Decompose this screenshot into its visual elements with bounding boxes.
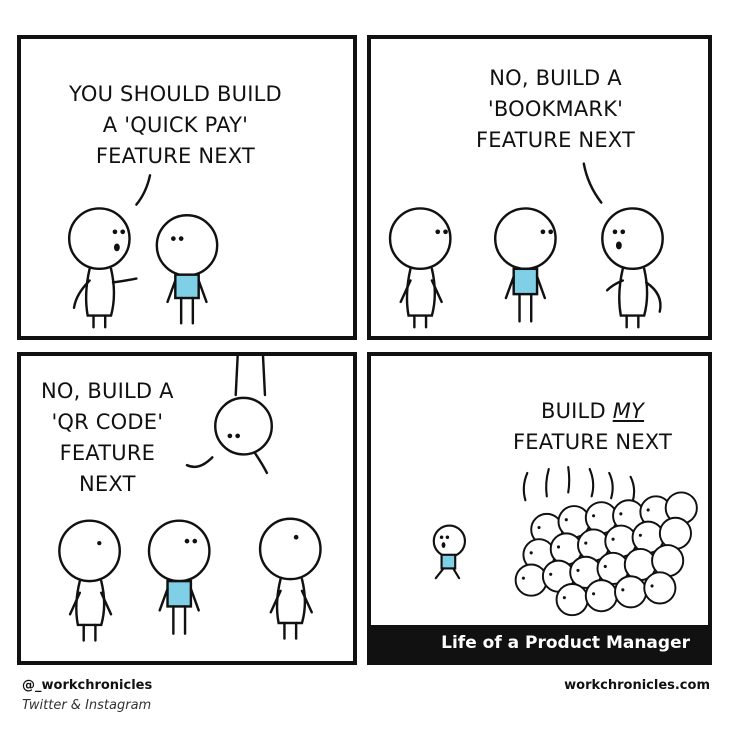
stick-figure-icon [155, 214, 219, 277]
comic-panel-2: NO, BUILD A 'BOOKMARK' FEATURE NEXT [367, 35, 712, 340]
speech-line: NO, BUILD A [489, 66, 622, 90]
stick-figure-icon [432, 524, 467, 558]
speech-word: BUILD [540, 399, 613, 423]
stick-figure-icon [493, 207, 557, 271]
speech-line: FEATURE NEXT [95, 144, 255, 168]
stick-figure-icon [147, 519, 211, 583]
speech-line: YOU SHOULD BUILD [69, 82, 282, 106]
stick-figure-icon [214, 396, 273, 456]
speech-line: NO, BUILD A [41, 379, 174, 403]
speech-line: BUILD MY [513, 396, 672, 427]
footer-credits: @_workchronicles Twitter & Instagram [22, 678, 152, 713]
speech-line: FEATURE [59, 441, 156, 465]
website-link: workchronicles.com [564, 678, 710, 693]
speech-text-1: YOU SHOULD BUILD A 'QUICK PAY' FEATURE N… [69, 79, 282, 172]
speech-line: FEATURE NEXT [476, 128, 636, 152]
comic-panel-3: NO, BUILD A 'QR CODE' FEATURE NEXT [17, 352, 357, 665]
panel-2-art [388, 162, 664, 329]
speech-line: A 'QUICK PAY' [102, 113, 249, 137]
speech-line: 'QR CODE' [51, 410, 164, 434]
comic-panel-4: BUILD MY FEATURE NEXT [367, 352, 712, 665]
speech-line: NEXT [79, 472, 136, 496]
speech-line: FEATURE NEXT [513, 430, 673, 454]
speech-text-2: NO, BUILD A 'BOOKMARK' FEATURE NEXT [476, 63, 635, 156]
speech-text-3: NO, BUILD A 'QR CODE' FEATURE NEXT [41, 376, 174, 500]
speech-emphasis: MY [612, 399, 645, 423]
comic-panel-1: YOU SHOULD BUILD A 'QUICK PAY' FEATURE N… [17, 35, 357, 340]
panel-1-art [67, 174, 219, 329]
social-platforms: Twitter & Instagram [22, 698, 152, 713]
stick-figure-icon [388, 207, 452, 271]
stick-figure-icon [58, 519, 121, 583]
comic-caption: Life of a Product Manager [371, 625, 708, 661]
panel-4-art [432, 466, 698, 617]
speech-line: 'BOOKMARK' [487, 97, 624, 121]
social-handle: @_workchronicles [22, 678, 153, 693]
speech-text-4: BUILD MY FEATURE NEXT [513, 396, 672, 458]
stick-figure-icon [67, 207, 131, 271]
stick-figure-icon [601, 207, 664, 271]
stick-figure-crowd-icon [514, 491, 698, 617]
panel-3-art [58, 356, 322, 642]
stick-figure-icon [258, 517, 322, 581]
